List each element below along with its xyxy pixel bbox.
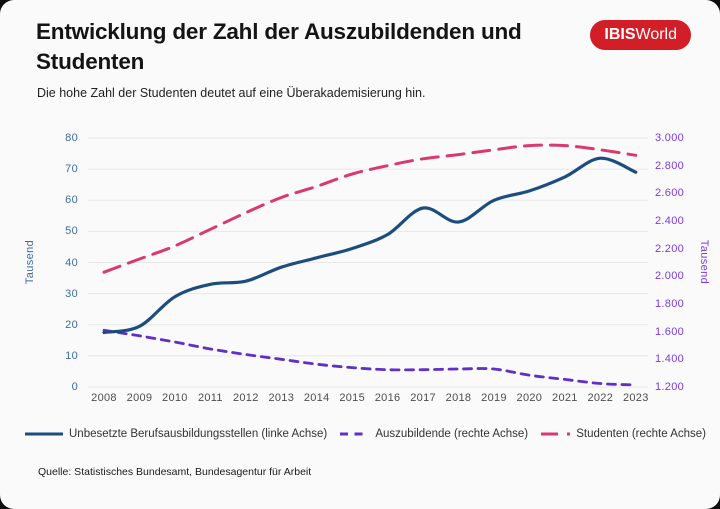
ytick-left-label: 50: [65, 225, 78, 238]
legend-swatch-long-dashed-line: [541, 432, 571, 436]
ytick-left-label: 30: [65, 287, 78, 300]
series-line-0: [102, 156, 638, 335]
ytick-right-label: 1.400: [655, 353, 685, 366]
legend-item-auszubildende: Auszubildende (rechte Achse): [339, 428, 528, 440]
ytick-right-label: 2.000: [655, 270, 685, 283]
legend-label: Studenten (rechte Achse): [576, 428, 706, 440]
xtick-label: 2011: [197, 392, 223, 404]
right-axis-title: Tausend: [698, 239, 710, 285]
xtick-label: 2023: [622, 392, 649, 404]
xtick-label: 2019: [481, 392, 507, 404]
ytick-right-label: 2.200: [655, 242, 685, 255]
xtick-label: 2012: [232, 392, 259, 404]
source-note: Quelle: Statistisches Bundesamt, Bundesa…: [38, 466, 312, 478]
xtick-label: 2010: [162, 392, 188, 404]
ytick-right-label: 2.400: [655, 215, 685, 227]
chart-subtitle: Die hohe Zahl der Studenten deutet auf e…: [37, 86, 426, 100]
ytick-right-label: 1.800: [655, 298, 685, 310]
xtick-label: 2008: [91, 392, 117, 404]
xtick-label: 2013: [268, 392, 295, 404]
ytick-right-label: 2.600: [655, 187, 685, 200]
legend-swatch-dashed-line: [340, 432, 370, 436]
xtick-label: 2015: [339, 392, 366, 404]
ytick-left-label: 10: [65, 349, 78, 362]
xtick-label: 2020: [516, 392, 543, 404]
xtick-label: 2014: [303, 392, 330, 404]
chart-legend: Unbesetzte Berufsausbildungsstellen (lin…: [24, 428, 706, 440]
xtick-label: 2018: [445, 392, 472, 404]
logo-text-regular: World: [635, 26, 678, 43]
series-line-2: [102, 143, 638, 274]
left-axis-title: Tausend: [24, 239, 36, 285]
ytick-left-label: 80: [65, 132, 78, 144]
logo-text-bold: IBIS: [604, 26, 636, 43]
ytick-right-label: 1.200: [655, 381, 685, 393]
ytick-left-label: 20: [65, 318, 78, 331]
ytick-right-label: 3.000: [655, 132, 685, 144]
ytick-left-label: 70: [65, 163, 78, 176]
ytick-left-label: 40: [65, 256, 78, 269]
ibisworld-logo: IBISWorld: [590, 20, 691, 50]
xtick-label: 2017: [410, 392, 436, 404]
legend-item-unbesetzte-stellen: Unbesetzte Berufsausbildungsstellen (lin…: [24, 428, 327, 440]
legend-swatch-solid-line: [25, 432, 63, 436]
xtick-label: 2009: [126, 392, 153, 404]
ytick-left-label: 60: [65, 194, 78, 207]
ytick-right-label: 1.600: [655, 325, 685, 338]
ytick-left-label: 0: [71, 381, 78, 393]
legend-label: Unbesetzte Berufsausbildungsstellen (lin…: [69, 428, 328, 440]
xtick-label: 2016: [374, 392, 401, 404]
xtick-label: 2021: [552, 392, 578, 404]
legend-label: Auszubildende (rechte Achse): [375, 428, 529, 440]
series-line-1: [102, 328, 638, 387]
legend-item-studenten: Studenten (rechte Achse): [540, 428, 706, 440]
xtick-label: 2022: [587, 392, 614, 404]
ytick-right-label: 2.800: [655, 159, 685, 172]
page-title: Entwicklung der Zahl der Auszubildenden …: [36, 19, 522, 74]
